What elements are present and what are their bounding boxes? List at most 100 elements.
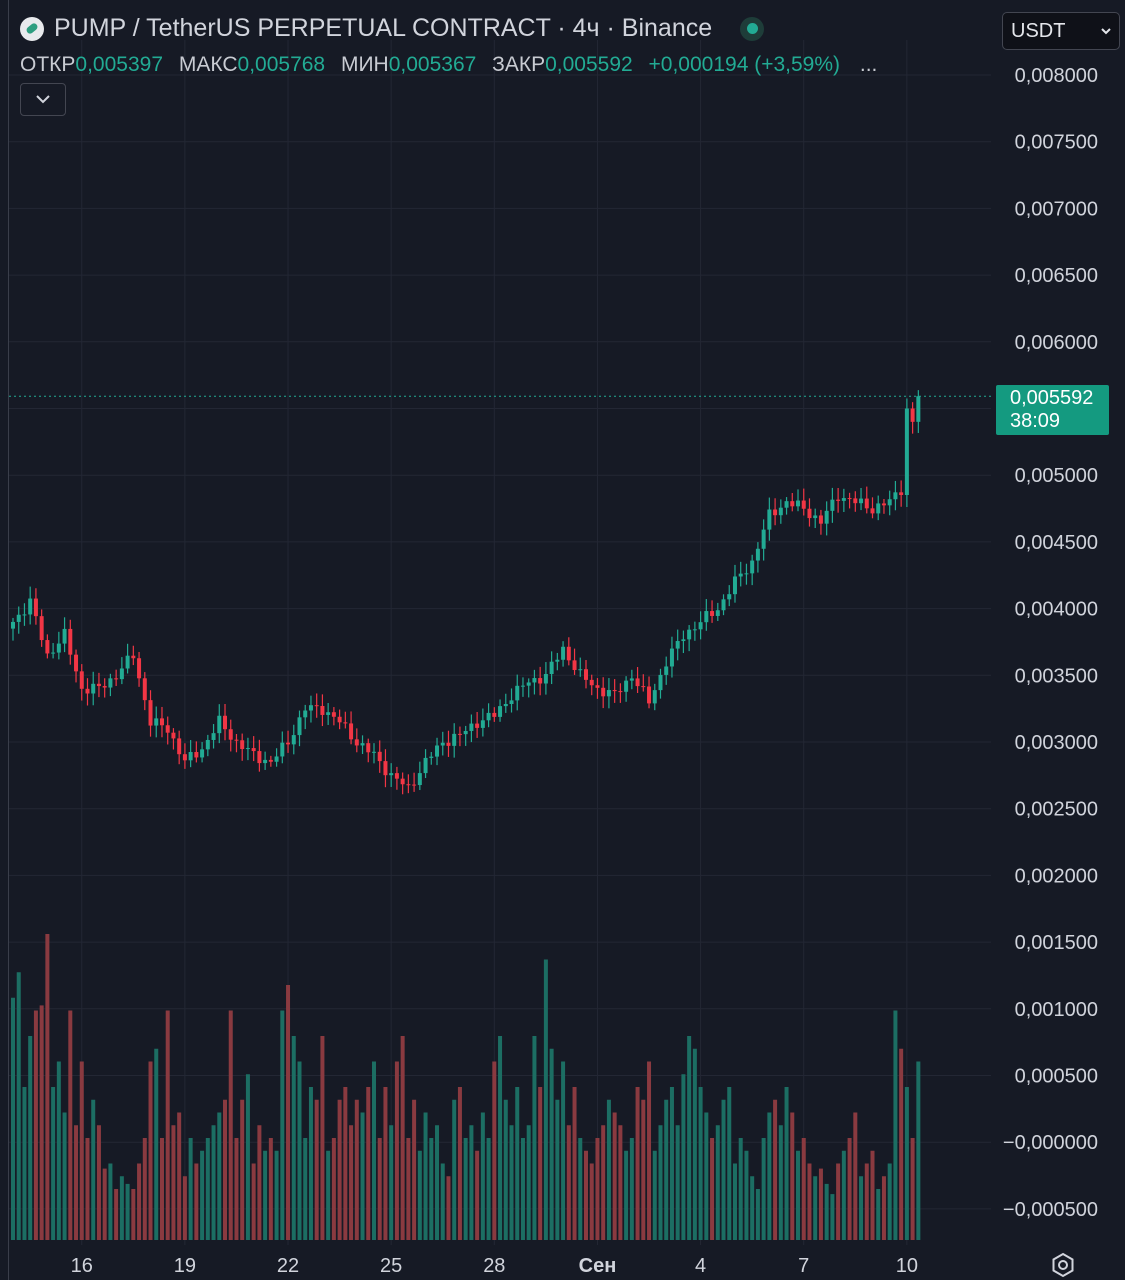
volume-bar <box>360 1112 365 1240</box>
volume-bar <box>268 1138 273 1240</box>
candle-body <box>606 690 611 697</box>
candle-countdown: 38:09 <box>1010 410 1061 432</box>
volume-bar <box>22 1087 27 1240</box>
volume-bar <box>658 1125 663 1240</box>
volume-bar <box>291 1036 296 1240</box>
candle-body <box>74 654 79 672</box>
candle-body <box>601 687 606 697</box>
candle-body <box>337 716 342 723</box>
volume-bar <box>818 1168 823 1240</box>
volume-bar <box>715 1125 720 1240</box>
price-chart[interactable]: 0,008000 0,007500 0,007000 0,006500 0,006000… <box>9 0 1125 1280</box>
candle-body <box>492 712 497 717</box>
volume-bar <box>114 1189 119 1240</box>
candle-body <box>532 678 537 683</box>
candle-body <box>446 742 451 746</box>
volume-bar <box>606 1099 611 1240</box>
volume-bar <box>687 1036 692 1240</box>
collapse-legend-button[interactable] <box>20 83 66 116</box>
y-tick-label: 0,004500 <box>1015 532 1098 554</box>
low-label: МИН <box>340 53 389 76</box>
volume-bar <box>910 1138 915 1240</box>
volume-bar <box>125 1183 130 1240</box>
candle-body <box>652 690 657 704</box>
candle-body <box>561 646 566 660</box>
symbol-title: PUMP / TetherUS PERPETUAL CONTRACT · 4ч … <box>54 14 713 42</box>
volume-bar <box>635 1087 640 1240</box>
candle-body <box>383 761 388 776</box>
volume-bar <box>11 997 15 1240</box>
candle-body <box>509 700 514 705</box>
volume-bar <box>870 1150 875 1240</box>
volume-bar <box>796 1150 801 1240</box>
candle-body <box>406 784 411 786</box>
symbol-header[interactable]: PUMP / TetherUS PERPETUAL CONTRACT · 4ч … <box>20 14 765 43</box>
currency-select[interactable]: USDT <box>1002 12 1120 50</box>
volume-bar <box>412 1099 417 1240</box>
candle-body <box>28 598 33 615</box>
candle-body <box>33 598 38 617</box>
candle-body <box>750 560 755 574</box>
candle-body <box>131 655 136 659</box>
y-tick-label: 0,004000 <box>1015 599 1098 621</box>
chevron-down-icon <box>1101 27 1111 34</box>
candle-body <box>773 509 778 516</box>
candle-body <box>39 616 44 641</box>
volume-bar <box>51 1087 56 1240</box>
candle-body <box>807 508 812 519</box>
volume-bar <box>200 1150 205 1240</box>
volume-bar <box>320 1036 325 1240</box>
volume-bar <box>561 1061 566 1240</box>
candle-body <box>51 652 56 654</box>
volume-bar <box>515 1087 520 1240</box>
candle-body <box>45 640 50 654</box>
volume-bar <box>154 1048 159 1240</box>
volume-bar <box>532 1036 537 1240</box>
candle-body <box>755 548 760 561</box>
candle-body <box>887 499 892 506</box>
candle-body <box>876 503 881 514</box>
x-tick-label: 19 <box>174 1255 196 1277</box>
candle-body <box>91 683 96 694</box>
candle-body <box>440 742 445 746</box>
candle-body <box>859 498 864 504</box>
volume-bar <box>881 1176 886 1240</box>
y-tick-label: −0,000500 <box>1003 1199 1098 1221</box>
volume-bar <box>807 1163 812 1240</box>
candle-body <box>114 678 119 680</box>
y-tick-label: 0,000500 <box>1015 1066 1098 1088</box>
volume-bar <box>394 1061 399 1240</box>
candle-body <box>16 614 21 622</box>
volume-bar <box>624 1150 629 1240</box>
candle-body <box>188 752 193 761</box>
candle-body <box>320 705 325 715</box>
candle-body <box>68 628 73 655</box>
candle-body <box>354 739 359 746</box>
settings-icon[interactable] <box>1050 1252 1076 1278</box>
high-label: МАКС <box>178 53 238 76</box>
candle-body <box>841 498 846 501</box>
volume-bar <box>526 1125 531 1240</box>
candle-body <box>635 678 640 687</box>
candle-body <box>549 661 554 675</box>
more-indicator[interactable]: ... <box>859 53 878 76</box>
volume-bar <box>618 1125 623 1240</box>
candle-body <box>475 723 480 728</box>
close-label: ЗАКР <box>492 53 546 76</box>
candle-body <box>784 501 789 508</box>
volume-bar <box>228 1010 233 1240</box>
candle-body <box>182 754 187 761</box>
x-tick-label: 10 <box>896 1255 918 1277</box>
volume-bar <box>578 1138 583 1240</box>
volume-bar <box>761 1138 766 1240</box>
candle-body <box>268 759 273 762</box>
candle-body <box>297 717 302 736</box>
x-tick-label: 7 <box>798 1255 809 1277</box>
volume-bar <box>704 1112 709 1240</box>
ohlc-legend: ОТКР0,005397 МАКС0,005768 МИН0,005367 ЗА… <box>20 53 877 77</box>
volume-bar <box>131 1189 136 1240</box>
candle-body <box>56 643 61 653</box>
volume-bar <box>119 1176 124 1240</box>
x-tick-label: 28 <box>483 1255 505 1277</box>
candle-body <box>538 678 543 684</box>
